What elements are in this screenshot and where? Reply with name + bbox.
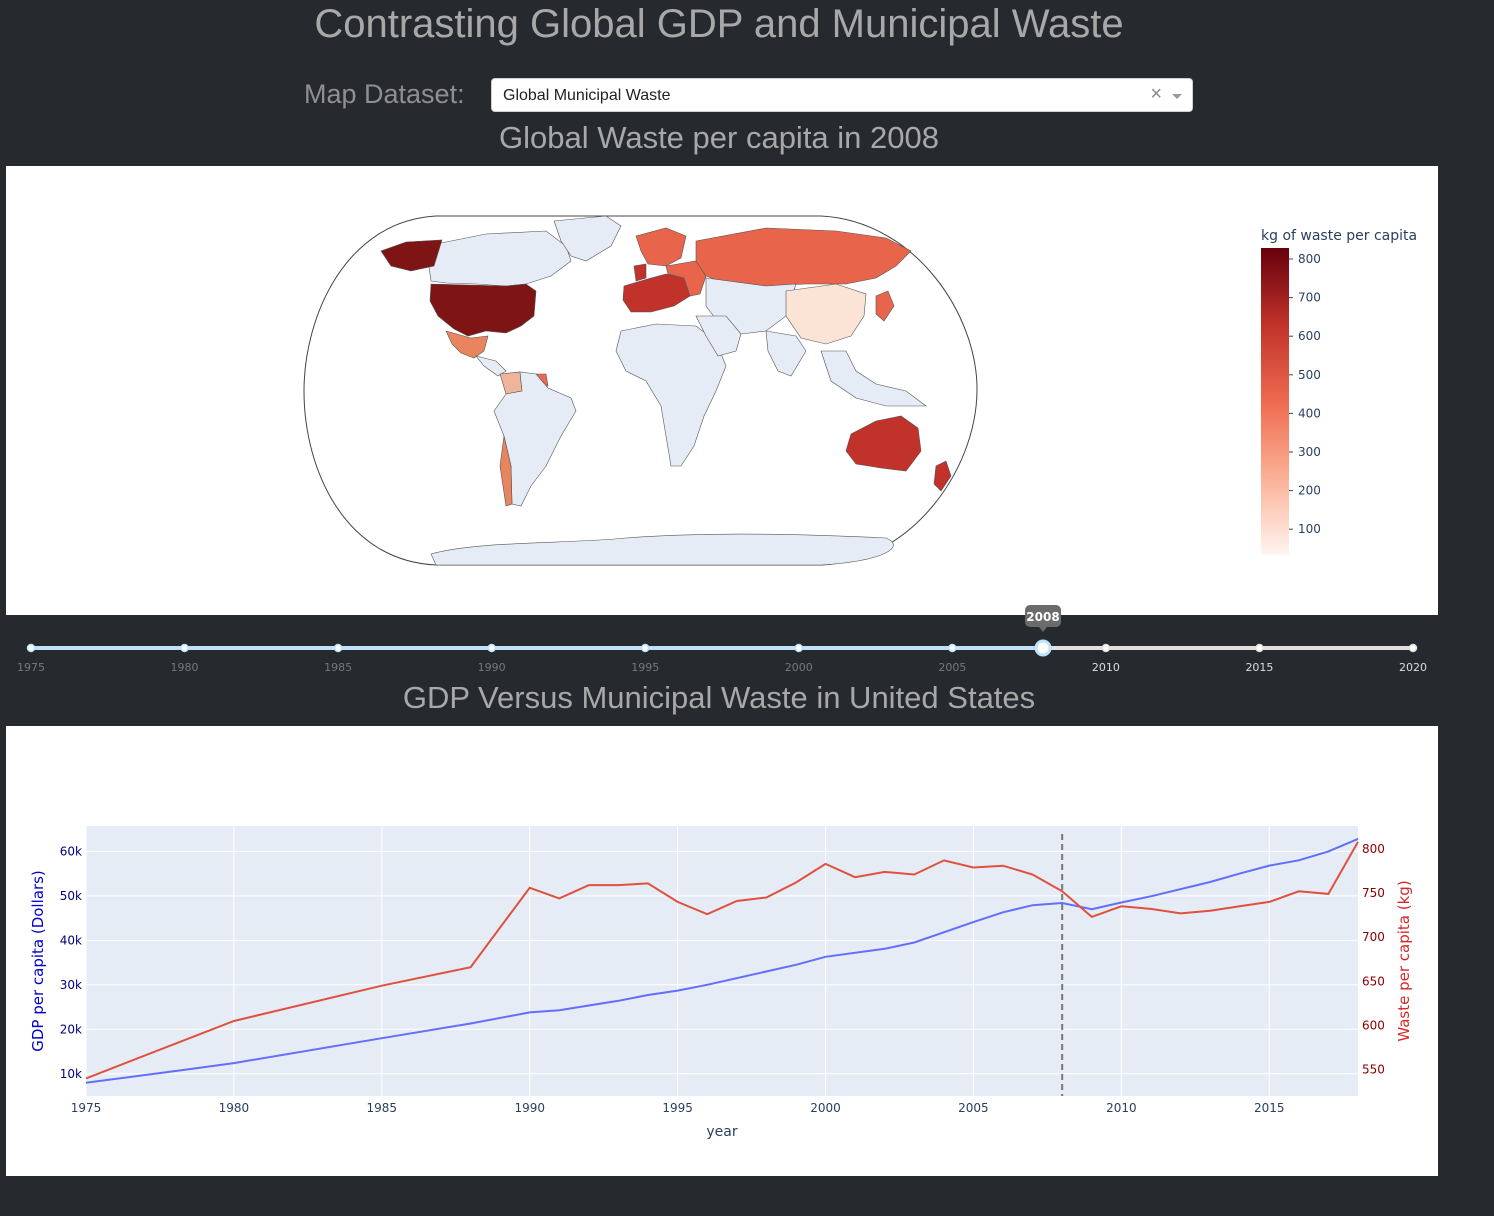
map-country-mexico	[445, 330, 489, 359]
x-tick-label: 2000	[810, 1101, 841, 1115]
plot-area	[86, 826, 1358, 1096]
dataset-selector-row: Map Dataset: Global Municipal Waste ×	[0, 78, 1494, 114]
slider-tooltip-arrow	[1039, 627, 1047, 632]
colorbar-ticks: 800 700 600 500 400 300 200 100	[1289, 252, 1321, 536]
map-title: Global Waste per capita in 2008	[499, 120, 939, 155]
y2-tick-label: 750	[1362, 886, 1385, 900]
colorbar-title: kg of waste per capita	[1261, 228, 1417, 244]
y2-tick-label: 700	[1362, 930, 1385, 944]
map-country-japan	[875, 290, 895, 322]
x-tick-label: 1975	[71, 1101, 102, 1115]
map-region-antarctica	[430, 533, 894, 566]
slider-tick-label: 2010	[1092, 661, 1120, 674]
y2-tick-label: 800	[1362, 842, 1385, 856]
chart-title: GDP Versus Municipal Waste in United Sta…	[402, 680, 1036, 715]
slider-mark[interactable]	[180, 643, 189, 653]
colorbar-tick-label: 100	[1298, 522, 1321, 536]
slider-mark[interactable]	[1101, 643, 1111, 653]
map-country-alaska	[380, 239, 443, 272]
x-tick-label: 1990	[514, 1101, 545, 1115]
map-region-southeast-asia	[820, 350, 927, 407]
map-country-india	[765, 330, 807, 377]
y2-axis-label: Waste per capita (kg)	[1395, 880, 1413, 1041]
slider-tick-label: 2020	[1399, 661, 1427, 674]
y2-tick-label: 600	[1362, 1018, 1385, 1032]
slider-tick-label: 2005	[938, 661, 966, 674]
slider-handle[interactable]	[1034, 639, 1052, 657]
map-region-middle-east	[695, 315, 742, 357]
colorbar-tick-label: 200	[1298, 484, 1321, 498]
slider-tick-label: 1995	[631, 661, 659, 674]
x-tick-label: 1995	[662, 1101, 693, 1115]
x-tick-label: 1985	[367, 1101, 398, 1115]
slider-mark[interactable]	[948, 643, 957, 653]
year-slider[interactable]: 1975 1980 1985 1990 1995 2000 2005 2010 2015 2020…	[0, 600, 1494, 680]
page-title: Contrasting Global GDP and Municipal Was…	[314, 2, 1124, 46]
y1-tick-label: 20k	[60, 1022, 82, 1036]
slider-tooltip-bg	[1025, 605, 1061, 627]
slider-mark[interactable]	[26, 643, 36, 653]
slider-tick-label: 1990	[478, 661, 506, 674]
x-tick-label: 2010	[1106, 1101, 1137, 1115]
map-country-uk	[633, 263, 647, 282]
map-country-greenland	[553, 215, 622, 262]
slider-tick-label: 2015	[1245, 661, 1273, 674]
choropleth-map[interactable]: kg of waste per capita 800 700 600 500 400 30…	[6, 166, 1438, 615]
map-country-scandinavia	[635, 227, 687, 267]
slider-tooltip-text: 2008	[1026, 610, 1059, 624]
x-tick-label: 2005	[958, 1101, 989, 1115]
map-country-russia	[695, 227, 912, 287]
gdp-series-line	[85, 837, 1359, 1084]
slider-tick-label: 1980	[171, 661, 199, 674]
gdp-waste-chart[interactable]: 1975 1980 1985 1990 1995 2000 2005 2010 2015 10k 2…	[6, 726, 1438, 1176]
slider-mark[interactable]	[640, 643, 650, 653]
slider-marks: 1975 1980 1985 1990 1995 2000 2005 2010 2015 2020	[17, 643, 1427, 674]
map-country-usa	[429, 283, 537, 337]
map-country-new-zealand	[933, 460, 952, 492]
colorbar-tick-label: 300	[1298, 445, 1321, 459]
dataset-dropdown[interactable]: Global Municipal Waste ×	[491, 78, 1193, 112]
slider-tick-label: 2000	[785, 661, 813, 674]
slider-tick-label: 1975	[17, 661, 45, 674]
map-country-australia	[845, 415, 922, 472]
y1-axis-label: GDP per capita (Dollars)	[29, 870, 47, 1052]
y1-tick-label: 50k	[60, 889, 82, 903]
colorbar-tick-label: 800	[1298, 252, 1321, 266]
map-country-chile	[499, 435, 513, 507]
colorbar-tick-label: 400	[1298, 406, 1321, 420]
slider-mark[interactable]	[1408, 643, 1418, 653]
y2-tick-label: 650	[1362, 974, 1385, 988]
map-region-western-europe	[622, 273, 691, 313]
slider-mark[interactable]	[487, 643, 496, 653]
x-axis-label: year	[706, 1124, 737, 1140]
x-tick-label: 1980	[219, 1101, 250, 1115]
slider-mark[interactable]	[1255, 643, 1264, 653]
x-tick-label: 2015	[1254, 1101, 1285, 1115]
y1-tick-label: 60k	[60, 844, 82, 858]
colorbar	[1261, 248, 1289, 555]
waste-series-line	[85, 841, 1359, 1080]
map-country-canada	[425, 230, 572, 287]
y2-tick-label: 550	[1362, 1063, 1385, 1077]
slider-tick-label: 1985	[324, 661, 352, 674]
y1-tick-label: 10k	[60, 1067, 82, 1081]
y1-tick-label: 40k	[60, 933, 82, 947]
map-country-china	[785, 283, 867, 345]
colorbar-tick-label: 600	[1298, 329, 1321, 343]
chevron-down-icon[interactable]	[1172, 94, 1182, 99]
dataset-label: Map Dataset:	[304, 79, 465, 109]
slider-mark[interactable]	[794, 643, 804, 653]
map-panel: kg of waste per capita 800 700 600 500 400 30…	[6, 166, 1438, 615]
colorbar-tick-label: 700	[1298, 291, 1321, 305]
chart-panel: 1975 1980 1985 1990 1995 2000 2005 2010 2015 10k 2…	[6, 726, 1438, 1176]
slider-mark[interactable]	[333, 643, 343, 653]
dataset-dropdown-value: Global Municipal Waste	[503, 87, 671, 104]
y1-tick-label: 30k	[60, 978, 82, 992]
colorbar-tick-label: 500	[1298, 368, 1321, 382]
clear-icon[interactable]: ×	[1150, 83, 1162, 105]
